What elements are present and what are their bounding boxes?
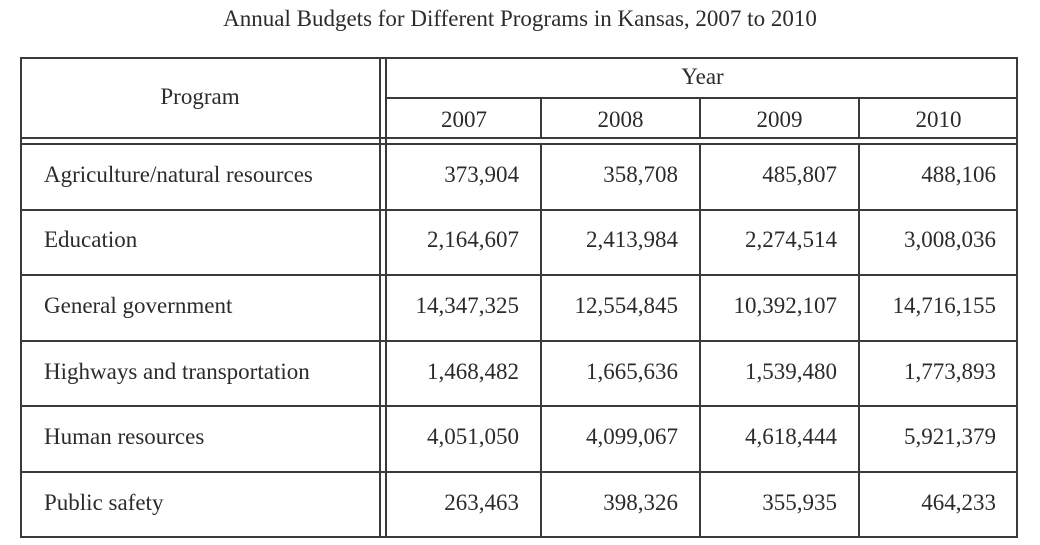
row-divider xyxy=(20,340,1018,342)
budget-value-2008: 12,554,845 xyxy=(574,293,679,318)
program-label: Education xyxy=(44,227,138,252)
header-rule-2 xyxy=(20,143,1018,145)
program-divider-rule-2 xyxy=(385,57,387,538)
budget-table: Program Year 2007 2008 2009 2010 Agricul… xyxy=(20,57,1018,538)
year-group-header: Year xyxy=(681,64,724,89)
budget-value-2007: 14,347,325 xyxy=(415,293,520,318)
table-border-bottom xyxy=(20,536,1018,538)
budget-value-2010: 464,233 xyxy=(921,490,996,515)
budget-value-2009: 2,274,514 xyxy=(745,227,837,252)
program-label: Highways and transportation xyxy=(44,359,310,384)
year-header-2008: 2008 xyxy=(597,107,644,132)
row-divider xyxy=(20,209,1018,211)
header-rule-1 xyxy=(20,137,1018,139)
budget-value-2010: 14,716,155 xyxy=(892,293,997,318)
budget-value-2007: 1,468,482 xyxy=(427,359,519,384)
table-title: Annual Budgets for Different Programs in… xyxy=(223,6,817,31)
table-border-left xyxy=(20,57,22,538)
budget-value-2007: 263,463 xyxy=(444,490,519,515)
row-divider xyxy=(20,471,1018,473)
year-header-divider xyxy=(699,97,701,137)
year-header-divider xyxy=(858,97,860,137)
program-label: General government xyxy=(44,293,233,318)
budget-value-2009: 485,807 xyxy=(762,162,837,187)
program-label: Agriculture/natural resources xyxy=(44,162,313,187)
budget-value-2007: 2,164,607 xyxy=(427,227,519,252)
budget-value-2010: 3,008,036 xyxy=(904,227,996,252)
budget-value-2009: 10,392,107 xyxy=(733,293,838,318)
year-header-2009: 2009 xyxy=(756,107,803,132)
program-label: Human resources xyxy=(44,424,205,449)
budget-value-2009: 355,935 xyxy=(762,490,837,515)
table-border-top xyxy=(20,57,1018,59)
row-divider xyxy=(20,405,1018,407)
program-column-header: Program xyxy=(160,84,240,109)
budget-value-2008: 398,326 xyxy=(603,490,678,515)
budget-value-2010: 488,106 xyxy=(921,162,996,187)
program-label: Public safety xyxy=(44,490,164,515)
table-border-right xyxy=(1016,57,1018,538)
budget-value-2007: 4,051,050 xyxy=(427,424,519,449)
budget-value-2010: 5,921,379 xyxy=(904,424,996,449)
budget-value-2009: 4,618,444 xyxy=(745,424,837,449)
budget-value-2009: 1,539,480 xyxy=(745,359,837,384)
budget-value-2007: 373,904 xyxy=(444,162,519,187)
year-group-rule xyxy=(385,97,1018,99)
budget-value-2008: 1,665,636 xyxy=(586,359,678,384)
budget-value-2008: 358,708 xyxy=(603,162,678,187)
program-divider-rule-1 xyxy=(379,57,381,538)
row-divider xyxy=(20,274,1018,276)
budget-value-2008: 4,099,067 xyxy=(586,424,678,449)
budget-value-2010: 1,773,893 xyxy=(904,359,996,384)
year-header-2007: 2007 xyxy=(441,107,487,132)
year-header-2010: 2010 xyxy=(915,107,962,132)
budget-value-2008: 2,413,984 xyxy=(586,227,678,252)
year-header-divider xyxy=(540,97,542,137)
